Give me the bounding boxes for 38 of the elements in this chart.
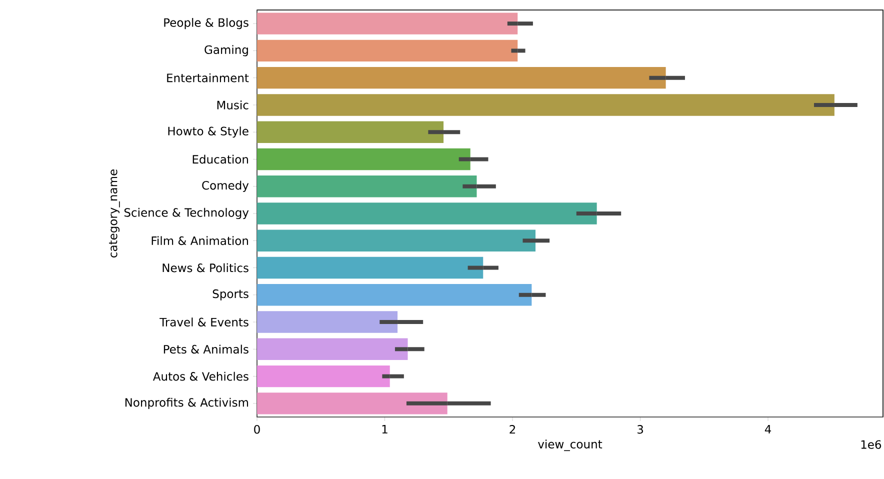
bar xyxy=(257,40,518,62)
bar xyxy=(257,148,470,170)
y-tick-label: Sports xyxy=(212,289,248,300)
bar xyxy=(257,230,536,252)
x-tick-label: 0 xyxy=(254,425,260,434)
y-tick-label: Pets & Animals xyxy=(164,344,248,354)
bar xyxy=(257,94,834,116)
x-tick-label: 1 xyxy=(382,425,388,434)
bar xyxy=(257,202,597,224)
y-tick-label: Education xyxy=(192,154,248,164)
y-tick-label: Autos & Vehicles xyxy=(152,372,248,381)
y-tick-label: Music xyxy=(217,100,248,110)
y-axis-title: category_name xyxy=(109,170,120,258)
bar xyxy=(257,66,666,89)
bar xyxy=(257,338,408,360)
y-tick-label: Entertainment xyxy=(167,73,249,82)
y-tick-label: Film & Animation xyxy=(152,236,248,246)
bar xyxy=(257,365,390,388)
x-axis-title: view_count xyxy=(538,440,602,452)
x-tick-label: 2 xyxy=(510,425,516,434)
x-tick-label: 4 xyxy=(764,425,772,434)
bar xyxy=(257,12,518,34)
bar xyxy=(257,121,444,143)
bar xyxy=(257,284,532,306)
bar xyxy=(257,311,398,333)
y-tick-label: Comedy xyxy=(202,180,249,192)
x-tick-label: 3 xyxy=(637,425,643,434)
y-tick-label: Nonprofits & Activism xyxy=(125,398,248,409)
y-tick-label: Howto & Style xyxy=(168,126,248,138)
y-tick-label: Travel & Events xyxy=(160,318,248,326)
y-tick-label: News & Politics xyxy=(162,263,248,272)
y-tick-label: Science & Technology xyxy=(124,208,249,220)
bar xyxy=(257,392,448,414)
y-tick-label: Gaming xyxy=(204,45,248,56)
bar xyxy=(257,256,484,279)
text: 1e6 xyxy=(861,440,882,449)
y-tick-label: People & Blogs xyxy=(164,18,248,30)
bar xyxy=(257,176,477,198)
